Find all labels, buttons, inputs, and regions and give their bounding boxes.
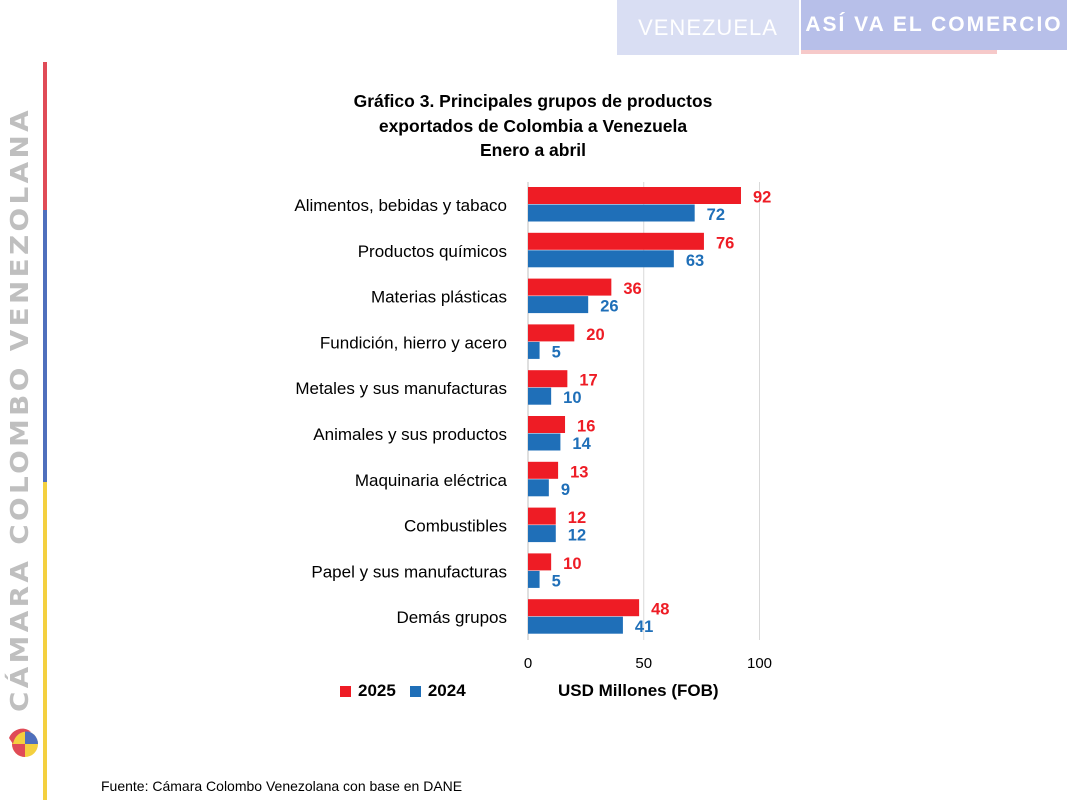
legend-swatch-2024	[409, 685, 421, 697]
header-tab-section: ASÍ VA EL COMERCIO	[801, 0, 1067, 50]
bar-2025	[528, 599, 640, 617]
value-label-2024: 41	[635, 618, 653, 636]
value-label-2024: 12	[568, 527, 586, 545]
x-tick-label-100: 100	[747, 655, 772, 672]
x-axis-title: USD Millones (FOB)	[558, 681, 719, 700]
header-accent-line	[801, 50, 997, 54]
x-tick-label-0: 0	[524, 655, 532, 672]
chart-title-line-3: Enero a abril	[479, 140, 586, 160]
value-label-2024: 5	[552, 572, 561, 590]
bar-2025	[528, 278, 612, 296]
bar-2024	[528, 570, 540, 588]
value-label-2025: 36	[623, 280, 641, 298]
category-label: Productos químicos	[358, 242, 507, 261]
bar-2024	[528, 250, 674, 268]
value-label-2024: 10	[563, 389, 581, 407]
legend-label-2025: 2025	[358, 681, 396, 700]
value-label-2024: 72	[707, 206, 725, 224]
brand-stripe-blue	[43, 210, 47, 482]
brand-vertical-logotype: CÁMARA COLOMBO VENEZOLANA	[4, 100, 34, 720]
source-note: Fuente: Cámara Colombo Venezolana con ba…	[101, 778, 463, 794]
bar-2024	[528, 387, 552, 405]
value-label-2025: 10	[563, 555, 581, 573]
category-label: Metales y sus manufacturas	[295, 379, 507, 398]
category-label: Fundición, hierro y acero	[320, 333, 507, 352]
chart-title: Gráfico 3. Principales grupos de product…	[300, 89, 766, 163]
bar-2025	[528, 187, 741, 204]
brand-vertical-text: CÁMARA COLOMBO VENEZOLANA	[5, 107, 34, 712]
bar-2025	[528, 507, 556, 525]
value-label-2024: 26	[600, 298, 618, 316]
value-label-2025: 20	[586, 326, 604, 344]
header-country-label: VENEZUELA	[638, 14, 778, 40]
legend-label-2024: 2024	[427, 681, 466, 700]
value-label-2025: 13	[570, 463, 588, 481]
brand-stripe-red	[43, 62, 47, 210]
bar-2024	[528, 479, 549, 497]
value-label-2024: 63	[686, 252, 704, 270]
header-section-label: ASÍ VA EL COMERCIO	[805, 13, 1063, 36]
bar-2025	[528, 416, 566, 433]
value-label-2025: 12	[568, 509, 586, 527]
value-label-2024: 9	[561, 481, 570, 499]
legend-swatch-2025	[340, 685, 351, 697]
header-tab-country: VENEZUELA	[617, 0, 799, 55]
bar-2025	[528, 370, 568, 388]
value-label-2024: 5	[552, 343, 561, 361]
bar-2025	[528, 324, 575, 342]
chart-title-line-2: exportados de Colombia a Venezuela	[378, 115, 688, 136]
brand-stripe-yellow	[43, 482, 47, 800]
bar-2024	[528, 525, 556, 543]
chart-title-line-1: Gráfico 3. Principales grupos de product…	[353, 91, 713, 111]
value-label-2025: 16	[577, 418, 595, 436]
x-tick-label-50: 50	[635, 655, 652, 672]
value-label-2025: 76	[716, 234, 734, 252]
legend-item-2025: 2025	[340, 681, 396, 701]
category-label: Papel y sus manufacturas	[311, 562, 507, 581]
brand-logo-icon	[5, 722, 39, 762]
bar-2024	[528, 616, 623, 634]
bar-2024	[528, 341, 540, 359]
value-label-2024: 14	[572, 435, 591, 453]
value-label-2025: 17	[579, 372, 597, 390]
value-label-2025: 92	[753, 189, 771, 207]
legend-item-2024: 2024	[409, 681, 466, 701]
bar-2025	[528, 553, 552, 571]
bar-2025	[528, 461, 559, 479]
bar-2024	[528, 433, 561, 451]
bar-2024	[528, 296, 589, 314]
category-label: Combustibles	[404, 517, 507, 536]
category-label: Alimentos, bebidas y tabaco	[294, 196, 507, 215]
value-label-2025: 48	[651, 601, 669, 619]
bar-2024	[528, 204, 695, 222]
category-label: Demás grupos	[396, 608, 507, 627]
category-label: Materias plásticas	[371, 288, 507, 307]
category-label: Animales y sus productos	[313, 425, 507, 444]
chart-legend: 2025 2024	[340, 681, 466, 701]
category-label: Maquinaria eléctrica	[355, 471, 508, 490]
bar-2025	[528, 232, 704, 250]
